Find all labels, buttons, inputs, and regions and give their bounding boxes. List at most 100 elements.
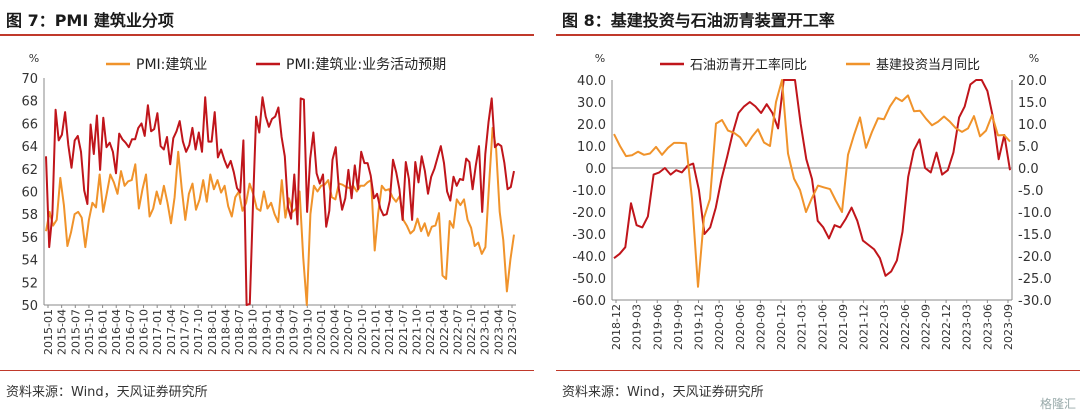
right-y-tick-label: -30.0 bbox=[1018, 294, 1052, 309]
x-tick-label: 2023-09 bbox=[1002, 304, 1015, 350]
x-tick-label: 2019-04 bbox=[274, 309, 287, 355]
series-line-infrastructure-investment bbox=[613, 79, 1011, 288]
left-y-tick-label: -60.0 bbox=[572, 294, 606, 309]
y-tick-label: 54 bbox=[21, 254, 38, 269]
left-y-tick-label: -10.0 bbox=[572, 184, 606, 199]
x-tick-label: 2022-09 bbox=[919, 304, 932, 350]
right-y-tick-label: 15.0 bbox=[1018, 96, 1047, 111]
x-tick-label: 2015-01 bbox=[42, 309, 55, 355]
y-tick-label: 60 bbox=[21, 186, 38, 201]
left-y-tick-label: 10.0 bbox=[577, 140, 606, 155]
y-tick-label: 68 bbox=[21, 95, 38, 110]
x-tick-label: 2022-07 bbox=[451, 309, 464, 355]
x-tick-label: 2017-10 bbox=[192, 309, 205, 355]
legend-label: 基建投资当月同比 bbox=[876, 57, 980, 73]
y-tick-label: 70 bbox=[21, 72, 38, 87]
left-source-note: 资料来源：Wind，天风证券研究所 bbox=[6, 385, 208, 400]
right-panel: 图 8：基建投资与石油沥青装置开工率 %% -60.0 -50.0 -40.0 -30.… bbox=[556, 0, 1080, 416]
x-tick-label: 2020-09 bbox=[754, 304, 767, 350]
x-tick-label: 2018-12 bbox=[610, 304, 623, 350]
watermark-logo: 格隆汇 bbox=[1039, 397, 1076, 411]
left-title-rule bbox=[0, 34, 534, 36]
x-tick-label: 2018-04 bbox=[219, 309, 232, 355]
x-tick-label: 2018-10 bbox=[247, 309, 260, 355]
x-tick-label: 2021-07 bbox=[397, 309, 410, 355]
x-tick-label: 2020-12 bbox=[775, 304, 788, 350]
x-tick-label: 2019-01 bbox=[260, 309, 273, 355]
x-tick-label: 2017-01 bbox=[151, 309, 164, 355]
left-y-tick-label: -40.0 bbox=[572, 250, 606, 265]
x-tick-label: 2023-07 bbox=[506, 309, 519, 355]
x-tick-label: 2019-03 bbox=[631, 304, 644, 350]
x-tick-label: 2019-12 bbox=[693, 304, 706, 350]
left-chart-title: 图 7：PMI 建筑业分项 bbox=[6, 11, 174, 30]
x-tick-label: 2017-07 bbox=[178, 309, 191, 355]
left-y-axis-unit: % bbox=[595, 52, 605, 65]
right-y-tick-label: -25.0 bbox=[1018, 272, 1052, 287]
x-tick-label: 2023-06 bbox=[981, 304, 994, 350]
y-tick-label: 58 bbox=[21, 208, 38, 223]
right-y-tick-label: 20.0 bbox=[1018, 74, 1047, 89]
x-tick-label: 2020-06 bbox=[734, 304, 747, 350]
x-tick-label: 2015-10 bbox=[83, 309, 96, 355]
right-footer-rule bbox=[556, 370, 1080, 371]
y-axis-unit: % bbox=[29, 52, 39, 65]
left-y-tick-label: -20.0 bbox=[572, 206, 606, 221]
right-y-axis-unit: % bbox=[1029, 52, 1039, 65]
left-footer-rule bbox=[0, 370, 534, 371]
series-line-construction-pmi bbox=[45, 126, 515, 306]
x-tick-label: 2020-07 bbox=[342, 309, 355, 355]
right-y-tick-label: -15.0 bbox=[1018, 228, 1052, 243]
left-y-tick-label: 30.0 bbox=[577, 96, 606, 111]
y-tick-label: 52 bbox=[21, 276, 38, 291]
x-tick-label: 2020-01 bbox=[315, 309, 328, 355]
x-tick-label: 2021-01 bbox=[370, 309, 383, 355]
left-panel: 图 7：PMI 建筑业分项 % 50 52 54 56 58 60 62 64 66 68 70 201… bbox=[0, 0, 534, 416]
x-tick-label: 2023-03 bbox=[961, 304, 974, 350]
series-line-business-expectation bbox=[45, 96, 515, 306]
x-tick-label: 2021-09 bbox=[837, 304, 850, 350]
x-tick-label: 2019-06 bbox=[651, 304, 664, 350]
y-tick-label: 62 bbox=[21, 163, 38, 178]
x-tick-label: 2019-09 bbox=[672, 304, 685, 350]
right-y-tick-label: -20.0 bbox=[1018, 250, 1052, 265]
x-tick-label: 2022-04 bbox=[438, 309, 451, 355]
x-tick-label: 2021-03 bbox=[796, 304, 809, 350]
x-tick-label: 2021-06 bbox=[816, 304, 829, 350]
legend-label: PMI:建筑业:业务活动预期 bbox=[286, 57, 446, 73]
x-tick-label: 2022-06 bbox=[899, 304, 912, 350]
legend-label: PMI:建筑业 bbox=[136, 57, 207, 73]
x-tick-label: 2016-04 bbox=[110, 309, 123, 355]
x-tick-label: 2023-04 bbox=[492, 309, 505, 355]
x-tick-label: 2022-10 bbox=[465, 309, 478, 355]
y-tick-label: 64 bbox=[21, 140, 38, 155]
x-tick-label: 2019-10 bbox=[301, 309, 314, 355]
x-tick-label: 2018-01 bbox=[206, 309, 219, 355]
series-line-asphalt-utilization bbox=[613, 79, 1011, 277]
x-tick-label: 2020-04 bbox=[329, 309, 342, 355]
x-tick-label: 2016-01 bbox=[97, 309, 110, 355]
right-y-tick-label: 5.0 bbox=[1018, 140, 1039, 155]
x-tick-label: 2022-03 bbox=[878, 304, 891, 350]
right-source-note: 资料来源：Wind，天风证券研究所 bbox=[562, 385, 764, 400]
x-tick-label: 2021-10 bbox=[410, 309, 423, 355]
x-tick-label: 2015-07 bbox=[69, 309, 82, 355]
y-tick-label: 66 bbox=[21, 117, 38, 132]
x-tick-label: 2021-12 bbox=[858, 304, 871, 350]
x-tick-label: 2022-12 bbox=[940, 304, 953, 350]
left-y-tick-label: 40.0 bbox=[577, 74, 606, 89]
left-y-tick-label: -50.0 bbox=[572, 272, 606, 287]
left-y-tick-label: 0.0 bbox=[585, 162, 606, 177]
left-y-tick-label: 20.0 bbox=[577, 118, 606, 133]
x-tick-label: 2021-04 bbox=[383, 309, 396, 355]
right-y-tick-label: -10.0 bbox=[1018, 206, 1052, 221]
x-tick-label: 2020-03 bbox=[713, 304, 726, 350]
y-tick-label: 56 bbox=[21, 231, 38, 246]
left-y-tick-label: -30.0 bbox=[572, 228, 606, 243]
right-y-tick-label: -5.0 bbox=[1018, 184, 1043, 199]
y-tick-label: 50 bbox=[21, 299, 38, 314]
x-tick-label: 2016-10 bbox=[138, 309, 151, 355]
x-tick-label: 2016-07 bbox=[124, 309, 137, 355]
x-tick-label: 2015-04 bbox=[56, 309, 69, 355]
